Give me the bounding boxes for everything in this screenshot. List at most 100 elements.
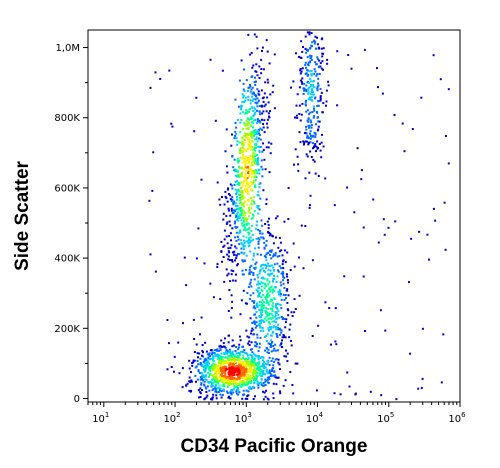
event-point [244,218,246,221]
event-point [241,208,244,211]
event-point [277,269,279,272]
event-point [242,370,245,373]
event-point [149,253,152,256]
event-point [240,167,243,170]
event-point [269,372,272,375]
event-point [238,199,241,202]
event-point [242,243,245,246]
event-point [257,228,260,231]
event-point [266,351,269,354]
event-point [258,308,261,311]
event-point [238,207,241,210]
event-point [307,61,310,64]
event-point [233,183,236,186]
event-point [248,364,251,367]
event-point [173,355,176,358]
event-point [244,190,247,193]
event-point [317,120,320,123]
event-point [220,339,223,342]
event-point [289,269,292,271]
event-point [442,333,445,336]
event-point [227,258,230,261]
event-point [256,336,259,339]
event-point [255,364,257,367]
event-point [222,245,225,248]
event-point [251,92,254,95]
x-axis-ticks: 101 102 103 104 105 106 [87,402,466,425]
event-point [253,267,256,270]
event-point [236,119,239,121]
event-point [227,351,230,354]
event-point [318,143,321,145]
event-point [262,100,265,103]
event-point [231,363,234,366]
event-point [262,382,265,385]
event-point [255,345,258,348]
event-point [247,390,250,393]
event-point [254,341,257,344]
event-point [247,342,250,345]
event-point [188,376,191,379]
event-point [270,250,273,253]
event-point [244,124,247,127]
event-point [231,358,234,361]
event-point [249,353,252,356]
event-point [229,183,232,186]
event-point [241,101,244,104]
event-point [247,215,250,218]
event-point [261,311,263,314]
event-point [310,121,313,124]
event-point [369,390,372,393]
event-point [318,59,321,62]
event-point [224,374,227,377]
event-point [248,157,251,160]
event-point [245,127,248,130]
event-point [183,256,186,259]
event-point [317,100,320,103]
event-point [224,378,227,381]
event-point [317,46,320,49]
event-point [241,371,244,374]
event-point [232,374,235,377]
event-point [281,336,284,339]
event-point [264,349,267,352]
event-point [267,372,270,375]
event-point [251,360,254,362]
event-point [216,386,219,389]
event-point [237,252,239,255]
event-point [231,352,234,355]
event-point [273,107,276,110]
event-point [304,132,307,135]
event-point [254,101,257,104]
event-point [265,369,268,372]
event-point [253,372,256,375]
event-point [202,379,204,382]
event-point [326,58,329,61]
event-point [222,345,225,348]
event-point [245,381,248,384]
event-point [312,158,315,161]
event-point [305,110,308,113]
event-point [227,207,230,210]
x-tick-label: 105 [377,411,394,425]
event-point [212,296,215,299]
event-point [306,31,309,34]
event-point [222,218,225,221]
event-point [234,236,236,239]
event-point [333,392,336,395]
event-point [241,143,244,146]
event-point [230,316,233,319]
event-point [203,368,206,371]
event-point [280,284,283,287]
event-point [237,157,239,160]
event-point [224,337,226,340]
event-point [197,389,200,392]
event-point [306,69,309,72]
event-point [239,121,242,124]
event-point [311,93,314,96]
event-point [273,274,275,277]
event-point [275,328,277,331]
event-point [237,346,240,349]
event-point [255,169,258,172]
event-point [220,240,223,243]
